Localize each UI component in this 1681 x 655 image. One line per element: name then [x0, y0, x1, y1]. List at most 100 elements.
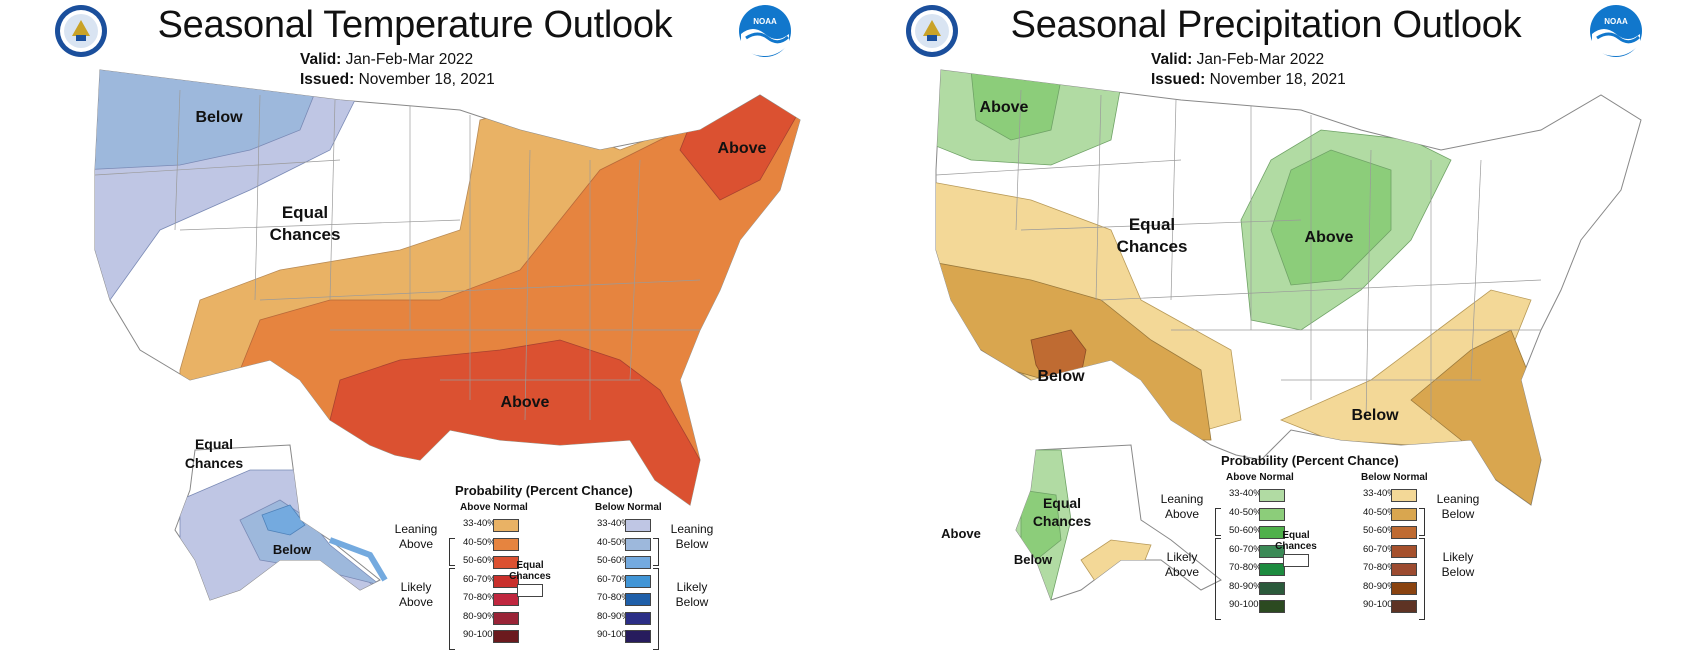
commerce-seal-icon [905, 4, 959, 58]
issued-value: November 18, 2021 [1209, 71, 1346, 88]
legend-ec-swatch [517, 584, 543, 597]
legend-below-category-label: 60-70% [1363, 543, 1396, 555]
legend-likely-above-line2: Above [398, 595, 434, 609]
probability-legend: Probability (Percent Chance) Above Norma… [1151, 450, 1496, 625]
legend-above-category-label: 90-100% [1229, 599, 1268, 610]
legend-above-category-label: 70-80% [1229, 562, 1262, 573]
valid-value: Jan-Feb-Mar 2022 [345, 51, 474, 68]
legend-brace-leaning-above [449, 538, 455, 566]
valid-line: Valid: Jan-Feb-Mar 2022 [300, 50, 473, 69]
map-label-ak-ec-line1: Equal [195, 436, 233, 452]
legend-below-category-label: 33-40% [597, 518, 630, 529]
map-label-gl-above: Above [1305, 229, 1354, 246]
valid-label: Valid: [300, 51, 342, 68]
legend-leaning-above-line1: Leaning [1160, 492, 1204, 506]
legend-above-swatch [493, 574, 519, 588]
legend-below-head: Below Normal [595, 502, 662, 513]
legend-below-category-label: 80-90% [1363, 580, 1396, 592]
map-label-ec-line1: Equal [1129, 215, 1175, 234]
legend-leaning-below-line2: Below [1441, 507, 1475, 521]
noaa-logo-icon: NOAA [1589, 4, 1643, 58]
legend-title: Probability (Percent Chance) [1221, 453, 1399, 468]
legend-above-swatch [493, 556, 519, 569]
temperature-map: Below Equal Chances Above Above Equal Ch… [94, 69, 801, 601]
legend-below-category-label: 50-60% [1363, 525, 1396, 536]
legend-below-swatch [1391, 600, 1417, 613]
legend-likely-below-line2: Below [1441, 565, 1475, 579]
legend-above-swatch [1259, 600, 1285, 613]
legend-below-category-label: 40-50% [1363, 506, 1396, 518]
legend-above-category-label: 70-80% [463, 592, 496, 603]
legend-leaning-above-line2: Above [1164, 507, 1200, 521]
legend-above-swatch [1259, 581, 1285, 595]
legend-ec-line2: Chances [509, 571, 551, 582]
valid-label: Valid: [1151, 51, 1193, 68]
svg-text:NOAA: NOAA [753, 17, 777, 26]
legend-above-swatch [493, 593, 519, 606]
precipitation-map: Above Equal Chances Above Below Below Ab… [935, 69, 1642, 601]
map-label-sw-below: Below [1037, 368, 1085, 385]
legend-below-swatch [1391, 526, 1417, 539]
valid-line: Valid: Jan-Feb-Mar 2022 [1151, 50, 1324, 69]
legend-leaning-below-line1: Leaning [670, 522, 714, 536]
legend-likely-below-line2: Below [675, 595, 709, 609]
legend-leaning-above-line2: Above [398, 537, 434, 551]
legend-above-category-label: 33-40% [463, 518, 496, 529]
legend-brace-likely-below [1419, 538, 1425, 620]
legend-likely-above-line2: Above [1164, 565, 1200, 579]
legend-likely-below: Likely Below [661, 580, 723, 610]
legend-leaning-below: Leaning Below [1427, 492, 1489, 522]
legend-leaning-above-line1: Leaning [394, 522, 438, 536]
legend-ec-label: Equal Chances [1273, 530, 1319, 552]
legend-above-category-label: 60-70% [1229, 543, 1262, 555]
legend-above-swatch [1259, 526, 1285, 539]
legend-below-swatch [625, 611, 651, 625]
page-title: Seasonal Precipitation Outlook [1010, 4, 1522, 46]
legend-below-category-label: 60-70% [597, 573, 630, 585]
issued-line: Issued: November 18, 2021 [300, 70, 495, 89]
map-label-ak-ec-line2: Chances [185, 455, 244, 471]
legend-likely-above: Likely Above [1151, 550, 1213, 580]
commerce-seal-icon [54, 4, 108, 58]
map-label-ne-above: Above [718, 140, 767, 157]
map-label-ak-ec-line2: Chances [1033, 513, 1092, 529]
legend-below-head: Below Normal [1361, 472, 1428, 483]
legend-below-swatch [1391, 544, 1417, 558]
legend-brace-likely-below [653, 568, 659, 650]
legend-brace-leaning-below [1419, 508, 1425, 536]
legend-below-swatch [625, 556, 651, 569]
legend-leaning-below: Leaning Below [661, 522, 723, 552]
legend-below-swatch [625, 519, 651, 532]
legend-above-category-label: 50-60% [1229, 525, 1262, 536]
legend-leaning-above: Leaning Above [1151, 492, 1213, 522]
legend-above-head: Above Normal [1226, 472, 1294, 483]
svg-text:NOAA: NOAA [1604, 17, 1628, 26]
precipitation-outlook-panel: NOAA Seasonal Precipitation Outlook Vali… [851, 0, 1681, 655]
legend-below-swatch [625, 593, 651, 606]
issued-label: Issued: [300, 71, 355, 88]
legend-likely-above: Likely Above [385, 580, 447, 610]
legend-brace-likely-above [449, 568, 455, 650]
legend-below-category-label: 90-100% [1363, 599, 1402, 610]
map-label-ec-line2: Chances [1117, 237, 1188, 256]
map-label-nw-below: Below [195, 109, 243, 126]
map-label-south-above: Above [501, 394, 550, 411]
legend-below-category-label: 33-40% [1363, 488, 1396, 499]
map-label-ak-below: Below [273, 542, 312, 557]
legend-above-swatch [493, 630, 519, 643]
probability-legend: Probability (Percent Chance) Above Norma… [385, 480, 730, 655]
legend-above-swatch [493, 519, 519, 532]
legend-above-swatch [1259, 489, 1285, 502]
legend-below-swatch [1391, 507, 1417, 521]
temperature-outlook-panel: NOAA Seasonal Temperature Outlook Valid:… [0, 0, 830, 655]
page-title: Seasonal Temperature Outlook [157, 4, 673, 46]
legend-below-swatch [625, 574, 651, 588]
legend-below-category-label: 80-90% [597, 610, 630, 622]
map-label-se-below: Below [1351, 407, 1399, 424]
legend-above-category-label: 80-90% [1229, 580, 1262, 592]
legend-leaning-above: Leaning Above [385, 522, 447, 552]
map-label-ak-w-above: Above [941, 526, 981, 541]
legend-above-swatch [493, 611, 519, 625]
valid-value: Jan-Feb-Mar 2022 [1196, 51, 1325, 68]
map-label-ak-ec-line1: Equal [1043, 495, 1081, 511]
